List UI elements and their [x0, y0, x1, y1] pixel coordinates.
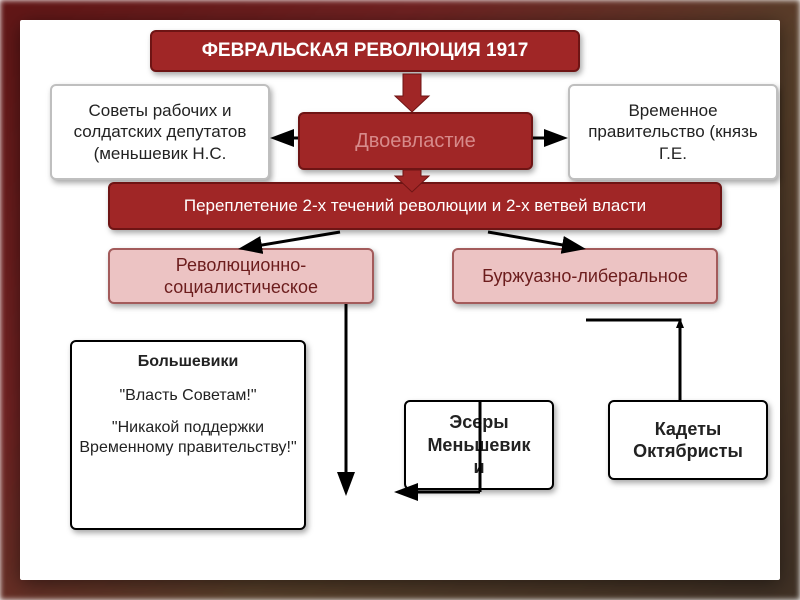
dvoevlastie-text: Двоевластие [355, 129, 476, 154]
provisional-text: Временное правительство (князь Г.Е. [576, 100, 770, 164]
esers-text: Эсеры Меньшевик и [427, 411, 530, 479]
bolsheviks-box: Большевики "Власть Советам!" "Никакой по… [70, 340, 306, 530]
kadets-text: Кадеты Октябристы [633, 418, 743, 463]
rev-soc-text: Революционно-социалистическое [116, 254, 366, 299]
diagram-panel: ФЕВРАЛЬСКАЯ РЕВОЛЮЦИЯ 1917 Советы рабочи… [20, 20, 780, 580]
kadets-box: Кадеты Октябристы [608, 400, 768, 480]
title-text: ФЕВРАЛЬСКАЯ РЕВОЛЮЦИЯ 1917 [202, 39, 529, 63]
interweave-box: Переплетение 2-х течений революции и 2-х… [108, 182, 722, 230]
bolsheviks-line2: "Никакой поддержки Временному правительс… [78, 418, 298, 458]
rev-soc-box: Революционно-социалистическое [108, 248, 374, 304]
bolsheviks-title: Большевики [138, 352, 239, 372]
soviets-text: Советы рабочих и солдатских депутатов (м… [58, 100, 262, 164]
soviets-box: Советы рабочих и солдатских депутатов (м… [50, 84, 270, 180]
dvoevlastie-box: Двоевластие [298, 112, 533, 170]
title-box: ФЕВРАЛЬСКАЯ РЕВОЛЮЦИЯ 1917 [150, 30, 580, 72]
arrow-split-left [244, 232, 340, 248]
bolsheviks-line1: "Власть Советам!" [119, 386, 256, 406]
arrow-split-right [488, 232, 580, 248]
interweave-text: Переплетение 2-х течений революции и 2-х… [184, 195, 646, 216]
burg-lib-text: Буржуазно-либеральное [482, 265, 688, 288]
esers-box: Эсеры Меньшевик и [404, 400, 554, 490]
provisional-box: Временное правительство (князь Г.Е. [568, 84, 778, 180]
arrow-title-down [395, 74, 429, 112]
arrow-kadets-up [586, 320, 680, 400]
burg-lib-box: Буржуазно-либеральное [452, 248, 718, 304]
